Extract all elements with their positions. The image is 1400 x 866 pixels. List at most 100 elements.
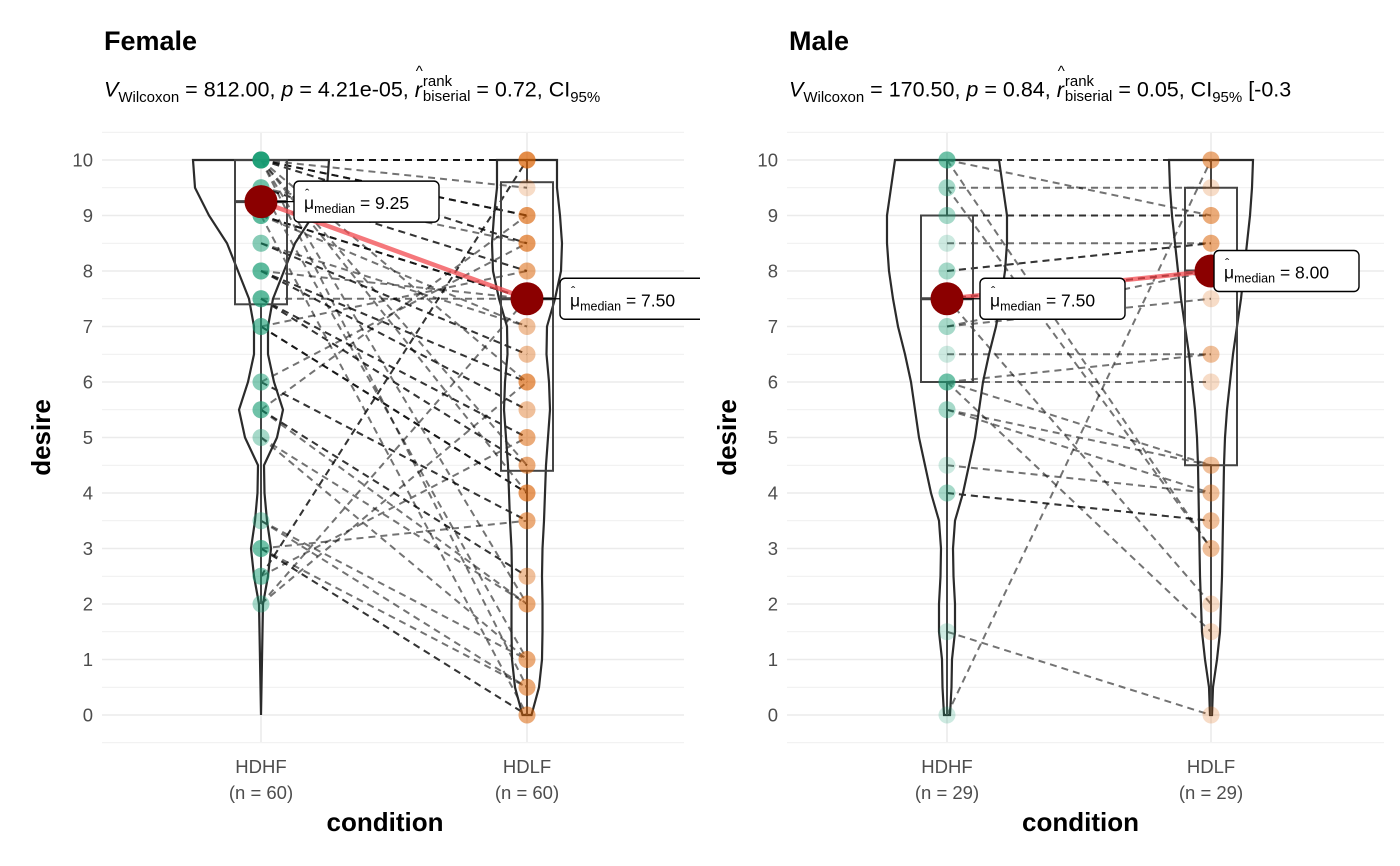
y-tick-label: 4 bbox=[768, 483, 778, 504]
data-point bbox=[252, 512, 270, 530]
paired-line bbox=[946, 159, 1212, 550]
paired-line bbox=[946, 630, 1212, 716]
y-tick-label: 5 bbox=[83, 427, 93, 448]
y-tick-label: 9 bbox=[768, 205, 778, 226]
data-point bbox=[938, 484, 956, 502]
paired-line bbox=[260, 187, 528, 660]
paired-line bbox=[260, 215, 528, 716]
data-point bbox=[1202, 151, 1220, 169]
paired-line bbox=[260, 436, 528, 661]
y-tick-label: 1 bbox=[83, 649, 93, 670]
data-point bbox=[252, 290, 270, 308]
paired-line bbox=[260, 186, 528, 272]
median-label: ˆμmedian = 8.00 bbox=[1213, 249, 1360, 293]
y-tick-label: 1 bbox=[768, 649, 778, 670]
paired-line bbox=[260, 381, 528, 522]
data-point bbox=[252, 373, 270, 391]
y-tick-label: 0 bbox=[83, 705, 93, 726]
data-point bbox=[252, 401, 270, 419]
paired-line bbox=[260, 159, 528, 383]
data-point bbox=[518, 484, 536, 502]
data-point bbox=[252, 262, 270, 280]
data-point bbox=[252, 151, 270, 169]
data-point bbox=[1202, 456, 1220, 474]
grid-lines bbox=[787, 131, 1384, 744]
data-point bbox=[518, 318, 536, 335]
data-point bbox=[518, 651, 536, 668]
data-point bbox=[518, 207, 536, 224]
panel-female: Female VWilcoxon = 812.00, p = 4.21e-05,… bbox=[0, 0, 700, 866]
data-point bbox=[252, 401, 270, 419]
paired-line bbox=[260, 519, 528, 661]
p-value: = 0.84, bbox=[978, 77, 1057, 102]
paired-line bbox=[260, 298, 528, 605]
median-label: ˆμmedian = 7.50 bbox=[543, 277, 700, 320]
data-point bbox=[252, 595, 270, 613]
data-point bbox=[938, 401, 956, 419]
stat-subtitle: VWilcoxon = 812.00, p = 4.21e-05, rrankb… bbox=[104, 63, 600, 106]
data-point bbox=[252, 540, 270, 557]
paired-line bbox=[260, 159, 528, 605]
data-point bbox=[252, 318, 270, 335]
data-point bbox=[938, 373, 956, 391]
data-point bbox=[938, 456, 956, 474]
paired-line bbox=[260, 436, 528, 605]
data-point bbox=[518, 207, 536, 224]
paired-line bbox=[946, 408, 1212, 494]
paired-line bbox=[946, 159, 1212, 716]
data-point bbox=[518, 429, 536, 446]
x-tick-labels: HDHF (n = 29) HDLF (n = 29) bbox=[915, 756, 1243, 803]
data-point bbox=[252, 540, 270, 557]
data-point bbox=[518, 456, 536, 474]
data-point bbox=[1202, 706, 1220, 724]
data-point bbox=[252, 429, 270, 446]
data-point bbox=[518, 151, 536, 169]
data-point bbox=[938, 151, 956, 169]
data-point bbox=[518, 456, 536, 474]
paired-line bbox=[946, 381, 1212, 633]
panel-title: Male bbox=[789, 26, 850, 56]
data-point bbox=[252, 401, 270, 419]
x-tick-n-label: (n = 29) bbox=[915, 782, 979, 803]
median-label-box bbox=[979, 277, 1126, 320]
y-tick-label: 7 bbox=[768, 316, 778, 337]
data-point bbox=[252, 567, 270, 585]
data-point bbox=[518, 706, 536, 724]
data-point bbox=[518, 262, 536, 280]
ci-value: [-0.3 bbox=[1242, 77, 1292, 102]
x-tick-n-label: (n = 60) bbox=[229, 782, 293, 803]
data-point bbox=[1202, 373, 1220, 391]
data-point bbox=[938, 151, 956, 169]
paired-line bbox=[260, 547, 528, 689]
r-value: = 0.72, CI bbox=[470, 77, 571, 102]
data-point bbox=[518, 151, 536, 169]
y-tick-labels: 0 1 2 3 4 5 6 7 8 9 10 bbox=[757, 150, 778, 726]
data-point bbox=[252, 151, 270, 169]
r-symbol: r bbox=[1057, 63, 1065, 103]
data-point bbox=[938, 179, 956, 197]
y-tick-label: 3 bbox=[768, 538, 778, 559]
data-point bbox=[938, 262, 956, 280]
data-point bbox=[518, 595, 536, 613]
paired-line bbox=[260, 242, 528, 328]
data-point bbox=[938, 207, 956, 224]
data-point bbox=[252, 234, 270, 252]
paired-line bbox=[946, 159, 1212, 217]
data-point bbox=[518, 373, 536, 391]
panel-title: Female bbox=[104, 26, 198, 56]
data-point bbox=[518, 345, 536, 363]
median-label: ˆμmedian = 7.50 bbox=[963, 277, 1126, 320]
chart-plot-female: ˆμmedian = 9.25 ˆμmedian = 7.50 0 1 2 3 4 5 6 7 8 9… bbox=[26, 131, 700, 837]
data-point bbox=[938, 373, 956, 391]
y-tick-label: 7 bbox=[83, 316, 93, 337]
data-point bbox=[1202, 623, 1220, 641]
median-label-text: ˆμmedian = 7.50 bbox=[990, 283, 1095, 313]
r-sup: rank bbox=[1064, 73, 1095, 90]
data-point bbox=[1202, 234, 1220, 252]
data-point bbox=[938, 706, 956, 724]
data-point bbox=[518, 678, 536, 696]
data-point bbox=[518, 207, 536, 224]
data-point bbox=[1202, 207, 1220, 224]
data-point bbox=[518, 373, 536, 391]
